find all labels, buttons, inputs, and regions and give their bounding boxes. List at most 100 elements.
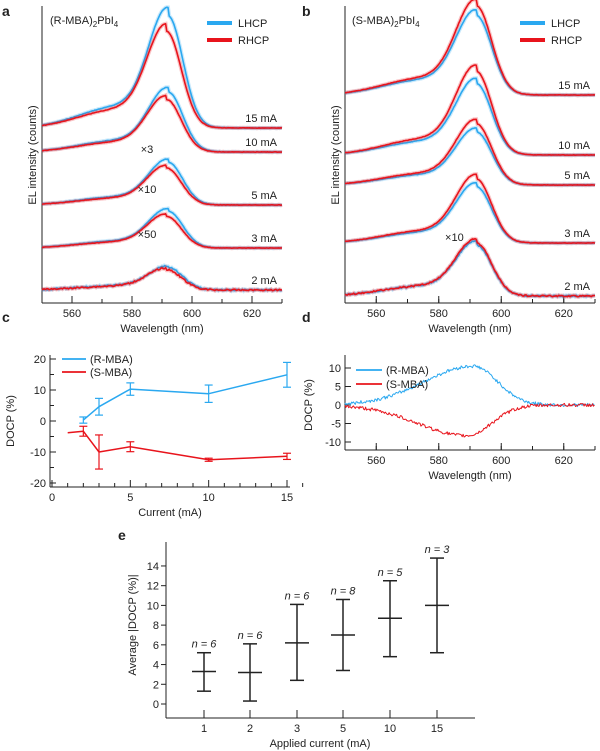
panel-c-y-tick-label: -20 (30, 478, 46, 490)
panel-b-current-label: 3 mA (564, 228, 590, 240)
panel-d-y-tick-label: -10 (325, 437, 341, 449)
panel-e-y-tick-label: 8 (153, 620, 159, 632)
panel-e-y-tick-label: 2 (153, 679, 159, 691)
panel-a-current-label: 10 mA (245, 137, 277, 149)
panel-c-y-axis-label: DOCP (%) (5, 395, 17, 447)
panel-b-current-label: 2 mA (564, 281, 590, 293)
panel-e-y-tick-label: 0 (153, 699, 159, 711)
panel-b-current-label: 10 mA (558, 140, 590, 152)
panel-b-x-tick-label: 600 (492, 308, 510, 320)
panel-e-n-label: n = 6 (285, 590, 311, 602)
panel-a-x-tick-label: 560 (63, 308, 81, 320)
panel-d-y-tick-label: -5 (331, 419, 341, 431)
panel-b-current-label: 5 mA (564, 170, 590, 182)
panel-a-current-label: 5 mA (251, 190, 277, 202)
panel-e-x-tick-label: 15 (431, 723, 443, 735)
panel-label-a: a (2, 3, 10, 19)
panel-e-x-tick-label: 2 (247, 723, 253, 735)
panel-b-x-axis-label: Wavelength (nm) (428, 323, 511, 335)
panel-a-rhcp-trace-10mA (41, 94, 283, 153)
panel-a-x-axis-label: Wavelength (nm) (120, 323, 203, 335)
panel-b-rhcp-trace-2mA (344, 238, 596, 298)
panel-b-rhcp-band-4 (344, 236, 596, 300)
panel-e-x-axis-label: Applied current (mA) (270, 738, 371, 750)
panel-b-rhcp-trace-5mA (345, 118, 596, 186)
panel-a-multiplier-label: ×3 (141, 144, 154, 156)
panel-e-y-tick-label: 10 (147, 600, 159, 612)
panel-label-b: b (302, 3, 311, 19)
panel-c-x-tick-label: 15 (281, 492, 293, 504)
panel-b-x-tick-label: 560 (367, 308, 385, 320)
panel-e-n-label: n = 3 (425, 544, 451, 556)
panel-d-series-r-mba (344, 364, 595, 408)
panel-e-y-tick-label: 12 (147, 581, 159, 593)
panel-a-x-tick-label: 600 (183, 308, 201, 320)
panel-b-x-tick-label: 580 (430, 308, 448, 320)
panel-e-x-tick-label: 3 (294, 723, 300, 735)
panel-e-x-tick-label: 10 (384, 723, 396, 735)
panel-e-n-label: n = 5 (378, 567, 404, 579)
panel-d-series-s-mba (344, 402, 595, 438)
panel-label-d: d (302, 309, 311, 325)
panel-c-legend-label-0: (R-MBA) (90, 354, 133, 366)
panel-a-rhcp-trace-3mA (42, 213, 283, 249)
panel-a-multiplier-label: ×50 (138, 229, 157, 241)
panel-b-y-axis-label: EL intensity (counts) (330, 105, 342, 204)
panel-a-rhcp-band-3 (42, 211, 283, 251)
panel-d-x-tick-label: 620 (555, 455, 573, 467)
panel-e-y-tick-label: 14 (147, 561, 159, 573)
panel-b-rhcp-trace-10mA (344, 64, 595, 156)
panel-label-c: c (2, 309, 10, 325)
panel-a-multiplier-label: ×10 (138, 184, 157, 196)
panel-e-n-label: n = 8 (331, 585, 357, 597)
panel-a-rhcp-trace-2mA (41, 266, 283, 292)
panel-d-y-tick-label: 5 (335, 382, 341, 394)
panel-d-x-axis-label: Wavelength (nm) (428, 470, 511, 482)
panel-a-current-label: 2 mA (251, 275, 277, 287)
panel-c-x-tick-label: 0 (49, 492, 55, 504)
panel-b-rhcp-trace-3mA (344, 173, 596, 244)
panel-d-x-tick-label: 600 (492, 455, 510, 467)
panel-c-series-s-mba (67, 430, 288, 461)
panel-c-y-tick-label: -10 (30, 447, 46, 459)
panel-e-y-tick-label: 6 (153, 640, 159, 652)
panel-a-y-axis-label: EL intensity (counts) (27, 105, 39, 204)
panel-b-legend-rhcp: RHCP (551, 35, 582, 47)
panel-a-rhcp-band-2 (41, 162, 283, 208)
panel-d-x-tick-label: 580 (430, 455, 448, 467)
panel-a-x-tick-label: 620 (243, 308, 261, 320)
panel-d-y-tick-label: 10 (329, 363, 341, 375)
panel-e-x-tick-label: 1 (201, 723, 207, 735)
panel-e-n-label: n = 6 (192, 639, 218, 651)
panel-e-n-label: n = 6 (238, 630, 264, 642)
panel-c-y-tick-label: 10 (34, 385, 46, 397)
panel-d-y-tick-label: 0 (335, 400, 341, 412)
panel-b-x-tick-label: 620 (555, 308, 573, 320)
panel-a-current-label: 15 mA (245, 113, 277, 125)
panel-b-rhcp-trace-15mA (344, 0, 596, 96)
panel-a-current-label: 3 mA (251, 233, 277, 245)
panel-d-legend-label-1: (S-MBA) (386, 379, 428, 391)
panel-e-x-tick-label: 5 (340, 723, 346, 735)
panel-c-x-tick-label: 10 (203, 492, 215, 504)
panel-label-e: e (118, 527, 126, 543)
panel-a-legend-lhcp: LHCP (238, 18, 267, 30)
panel-a-title: (R-MBA)2PbI4 (50, 15, 119, 29)
panel-b-multiplier-label: ×10 (445, 232, 464, 244)
panel-c-y-tick-label: 0 (40, 416, 46, 428)
panel-b-title: (S-MBA)2PbI4 (352, 15, 420, 29)
panel-e-y-axis-label: Average |DOCP (%)| (127, 574, 139, 675)
panel-c-legend-label-1: (S-MBA) (90, 367, 132, 379)
panel-e-y-tick-label: 4 (153, 660, 159, 672)
panel-d-x-tick-label: 560 (367, 455, 385, 467)
panel-d-y-axis-label: DOCP (%) (303, 379, 315, 431)
panel-d-legend-label-0: (R-MBA) (386, 365, 429, 377)
panel-c-series-r-mba (82, 374, 288, 421)
panel-a-legend-rhcp: RHCP (238, 35, 269, 47)
panel-a-rhcp-trace-15mA (41, 23, 283, 129)
panel-b-legend-lhcp: LHCP (551, 18, 580, 30)
panel-b-current-label: 15 mA (558, 80, 590, 92)
panel-c-x-tick-label: 5 (127, 492, 133, 504)
panel-a-rhcp-trace-5mA (41, 164, 283, 206)
